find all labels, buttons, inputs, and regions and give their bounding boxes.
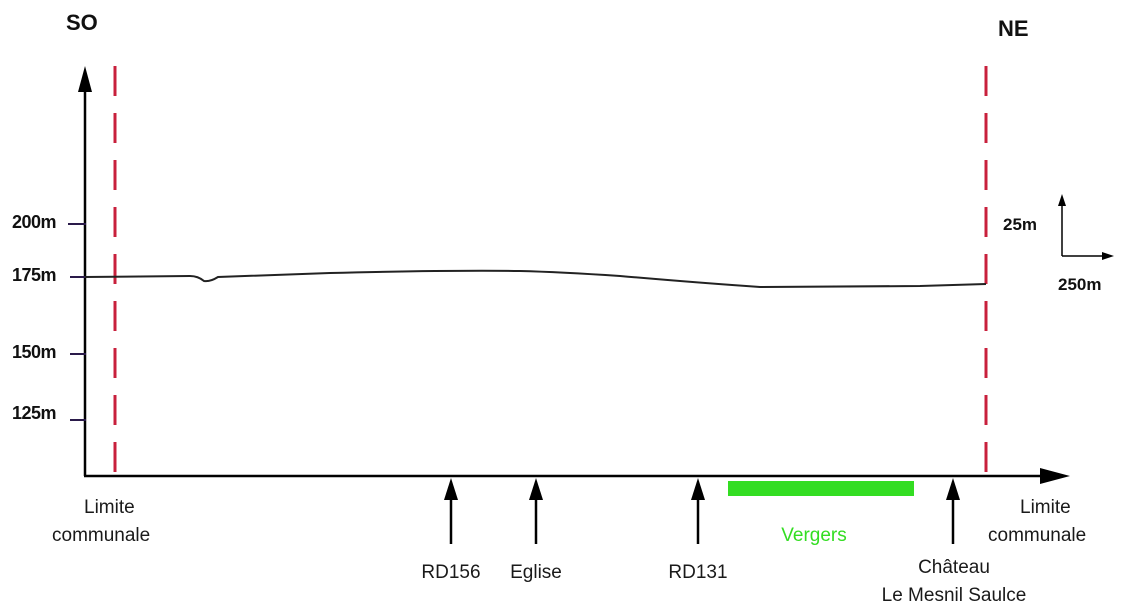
orientation-right-label: NE [998,16,1029,41]
landmark-arrow-eglise [529,478,543,544]
scale-vertical-label: 25m [1003,215,1038,234]
landmark-label-rd131: RD131 [668,562,728,583]
landmark-label-rd156: RD156 [421,562,481,583]
tick-label-175m: 175m [12,265,57,285]
landmark-arrow-rd131 [691,478,705,544]
landmark-label-chateau-line2: Le Mesnil Saulce [881,585,1027,606]
landmark-label-chateau-line1: Château [918,557,990,578]
landmark-arrow-chateau [946,478,960,544]
vergers-zone-bar [728,481,914,496]
x-axis-arrow-icon [1040,468,1070,484]
landmark-arrow-rd156 [444,478,458,544]
y-axis-arrow-icon [78,66,92,92]
right-boundary-label-line1: Limite [1020,497,1071,518]
landmark-label-eglise: Eglise [510,562,562,583]
vergers-zone-label: Vergers [781,525,847,546]
orientation-left-label: SO [66,10,98,35]
scale-indicator-arrows [1058,194,1114,260]
tick-label-125m: 125m [12,403,57,423]
right-boundary-label-line2: communale [988,525,1087,546]
left-boundary-label-line1: Limite [84,497,135,518]
tick-label-200m: 200m [12,212,57,232]
tick-label-150m: 150m [12,342,57,362]
scale-horizontal-label: 250m [1058,275,1102,294]
left-boundary-label-line2: communale [52,525,151,546]
terrain-profile-line [84,269,987,289]
